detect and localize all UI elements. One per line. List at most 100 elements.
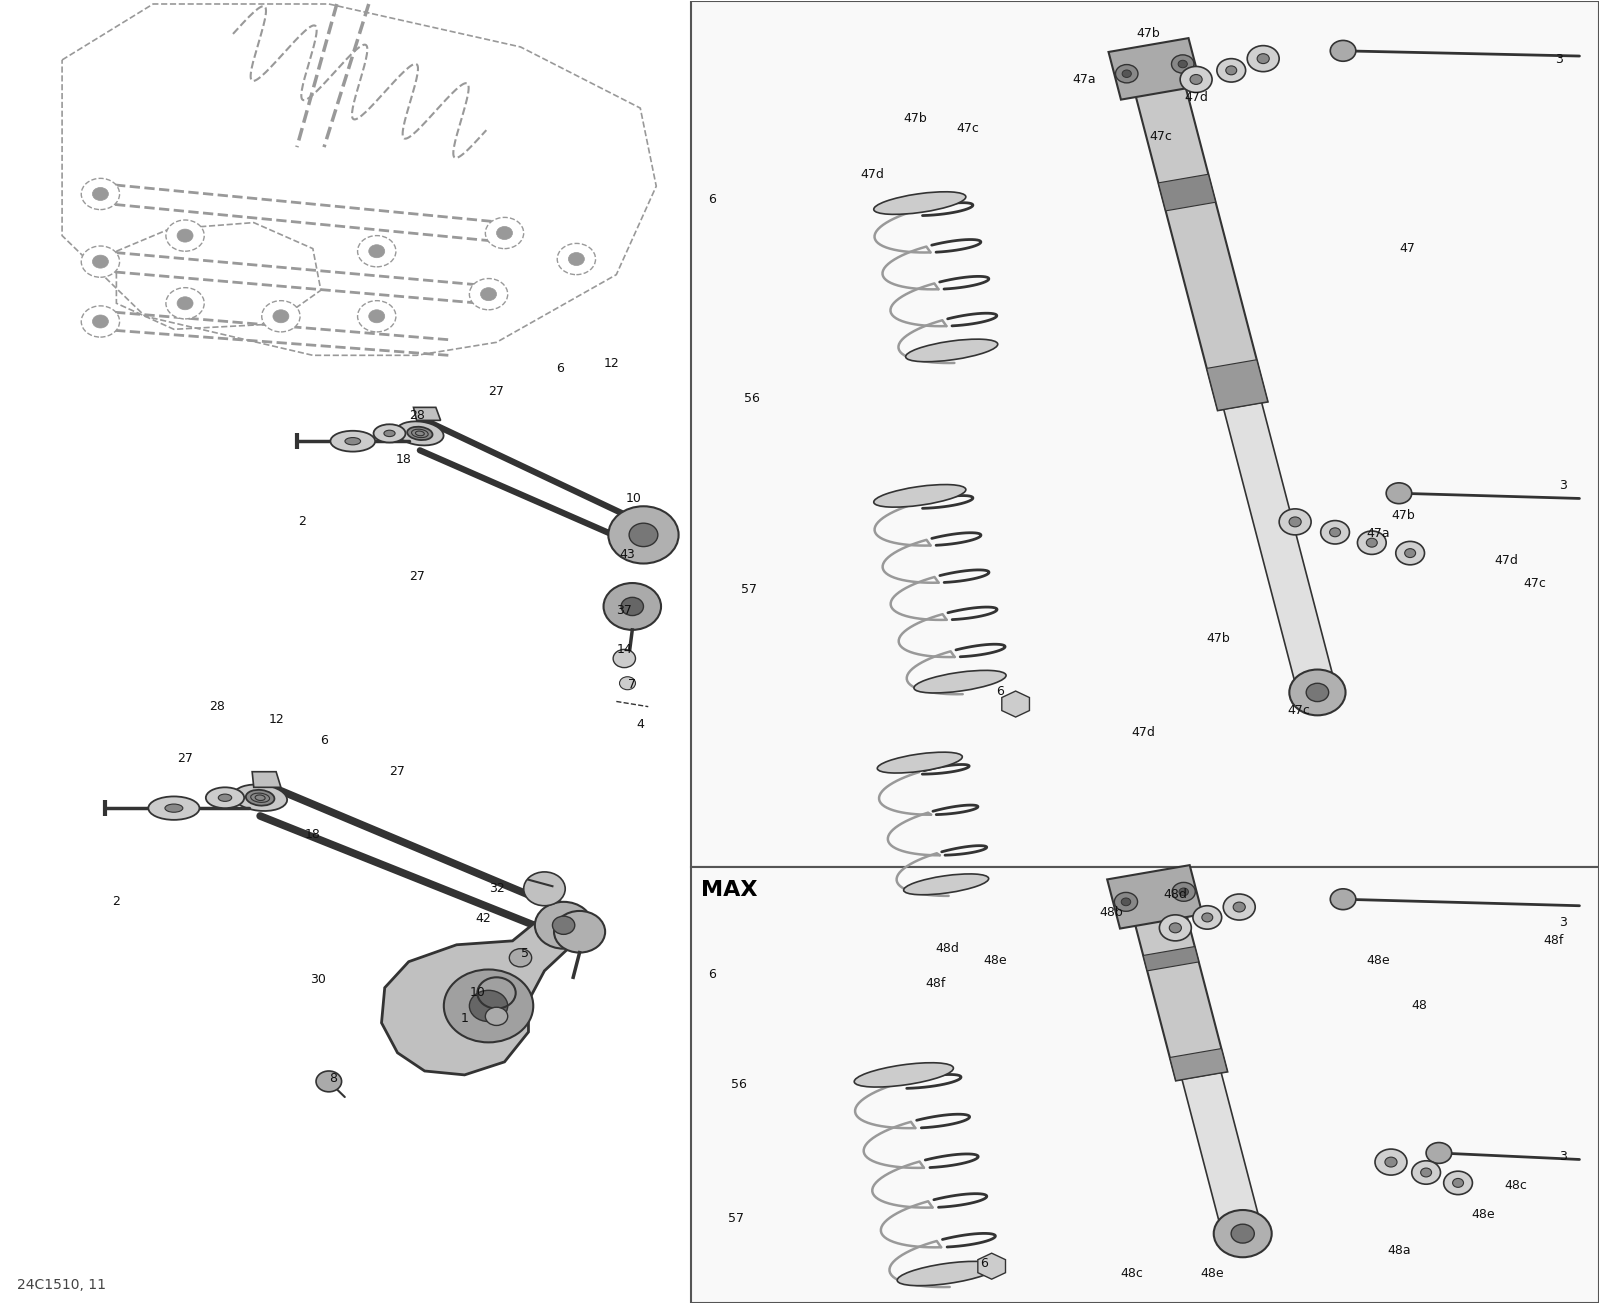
Circle shape xyxy=(1374,1149,1406,1175)
Circle shape xyxy=(608,506,678,563)
Circle shape xyxy=(1226,67,1237,74)
Text: 10: 10 xyxy=(626,492,642,505)
Polygon shape xyxy=(413,407,440,420)
Text: 47c: 47c xyxy=(1523,576,1546,589)
Polygon shape xyxy=(1206,360,1267,411)
Circle shape xyxy=(469,990,507,1021)
Circle shape xyxy=(1330,40,1355,61)
Circle shape xyxy=(480,288,496,301)
Text: 3: 3 xyxy=(1560,479,1568,492)
Text: 27: 27 xyxy=(389,765,405,778)
Text: 47b: 47b xyxy=(902,112,926,125)
Circle shape xyxy=(1181,67,1213,93)
Text: 47d: 47d xyxy=(1131,726,1155,739)
Circle shape xyxy=(1214,1210,1272,1257)
Ellipse shape xyxy=(346,438,360,445)
Circle shape xyxy=(485,218,523,249)
Circle shape xyxy=(1202,913,1213,922)
Circle shape xyxy=(93,256,109,269)
Circle shape xyxy=(1395,541,1424,565)
Circle shape xyxy=(1366,539,1378,548)
Ellipse shape xyxy=(251,793,269,802)
Text: 48a: 48a xyxy=(1387,1244,1411,1257)
Polygon shape xyxy=(1158,175,1216,211)
Ellipse shape xyxy=(149,797,200,820)
Circle shape xyxy=(82,306,120,338)
Circle shape xyxy=(1224,895,1256,921)
Circle shape xyxy=(357,301,395,333)
Ellipse shape xyxy=(904,874,989,895)
Text: 30: 30 xyxy=(310,973,325,986)
Text: 24C1510, 11: 24C1510, 11 xyxy=(18,1278,106,1292)
Circle shape xyxy=(1426,1142,1451,1163)
Circle shape xyxy=(469,279,507,310)
Text: 48e: 48e xyxy=(1366,955,1390,966)
Polygon shape xyxy=(1107,865,1203,928)
Text: 6: 6 xyxy=(320,734,328,747)
Text: 57: 57 xyxy=(728,1211,744,1224)
Circle shape xyxy=(1411,1161,1440,1184)
Text: 6: 6 xyxy=(979,1257,987,1270)
Circle shape xyxy=(178,230,194,243)
Circle shape xyxy=(554,911,605,953)
Text: 27: 27 xyxy=(178,752,194,765)
Circle shape xyxy=(1179,888,1189,896)
Polygon shape xyxy=(1224,403,1336,696)
Circle shape xyxy=(1320,520,1349,544)
Circle shape xyxy=(1306,683,1328,702)
Text: 47c: 47c xyxy=(1286,704,1310,717)
Text: 47c: 47c xyxy=(1149,130,1173,143)
Circle shape xyxy=(1421,1168,1432,1178)
Circle shape xyxy=(1443,1171,1472,1194)
Ellipse shape xyxy=(914,670,1006,692)
Text: 2: 2 xyxy=(112,896,120,909)
Text: 27: 27 xyxy=(408,570,424,583)
Text: 28: 28 xyxy=(210,700,226,713)
Circle shape xyxy=(1330,528,1341,537)
Circle shape xyxy=(1190,74,1202,85)
Circle shape xyxy=(166,220,205,252)
Bar xyxy=(691,1,1598,867)
Text: 3: 3 xyxy=(1555,53,1563,67)
Circle shape xyxy=(1122,898,1131,906)
Circle shape xyxy=(1170,923,1181,932)
Circle shape xyxy=(1178,60,1187,68)
Text: 10: 10 xyxy=(469,986,485,999)
Ellipse shape xyxy=(416,432,424,436)
Text: 42: 42 xyxy=(475,913,491,926)
Ellipse shape xyxy=(246,790,275,806)
Circle shape xyxy=(1330,889,1355,910)
Circle shape xyxy=(178,297,194,310)
Text: 7: 7 xyxy=(629,678,637,691)
Ellipse shape xyxy=(906,339,998,361)
Polygon shape xyxy=(381,902,576,1074)
Text: 48: 48 xyxy=(1411,999,1427,1012)
Circle shape xyxy=(1160,915,1192,941)
Ellipse shape xyxy=(898,1261,997,1286)
Text: 47d: 47d xyxy=(1494,554,1518,567)
Polygon shape xyxy=(1142,947,1198,971)
Polygon shape xyxy=(1109,38,1202,99)
Ellipse shape xyxy=(384,430,395,437)
Bar xyxy=(691,867,1598,1303)
Text: 5: 5 xyxy=(522,948,530,960)
Text: 32: 32 xyxy=(488,883,504,896)
Circle shape xyxy=(262,301,301,333)
Circle shape xyxy=(509,949,531,966)
Polygon shape xyxy=(1126,879,1227,1081)
Text: 27: 27 xyxy=(488,385,504,398)
Text: 48f: 48f xyxy=(925,977,946,990)
Polygon shape xyxy=(1170,1048,1227,1081)
Circle shape xyxy=(1218,59,1246,82)
Text: 48c: 48c xyxy=(1504,1179,1526,1192)
Text: 47a: 47a xyxy=(1072,73,1096,86)
Text: 47d: 47d xyxy=(1184,91,1208,104)
Circle shape xyxy=(629,523,658,546)
Text: 4: 4 xyxy=(637,719,645,732)
Text: 43: 43 xyxy=(619,548,635,561)
Circle shape xyxy=(93,316,109,329)
Circle shape xyxy=(1194,906,1222,930)
Circle shape xyxy=(1453,1179,1464,1188)
Text: 6: 6 xyxy=(995,685,1003,698)
Text: 47a: 47a xyxy=(1366,527,1390,540)
